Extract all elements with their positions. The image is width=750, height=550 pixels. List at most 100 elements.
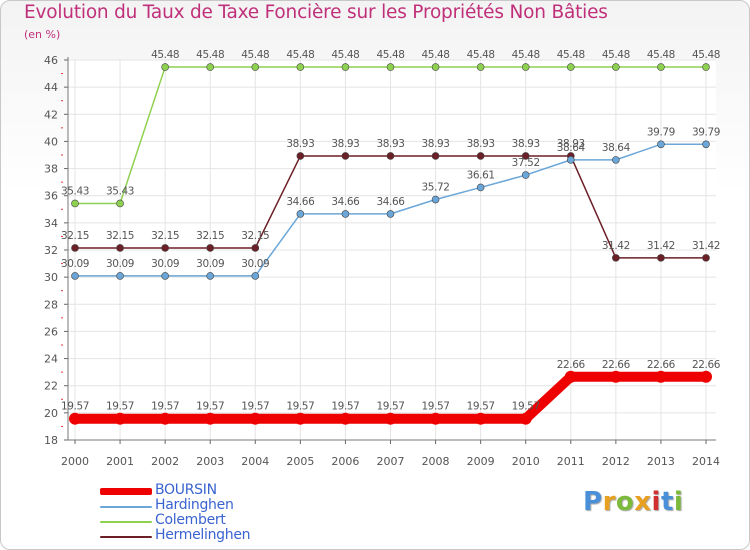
data-label-hardinghen: 34.66 xyxy=(331,196,360,208)
data-point-hermelinghen xyxy=(431,152,440,160)
data-point-hardinghen xyxy=(206,272,215,280)
data-point-boursin xyxy=(654,370,667,383)
proxiti-logo: Proxiti xyxy=(583,487,683,517)
data-point-hermelinghen xyxy=(206,244,215,252)
data-point-hardinghen xyxy=(476,183,485,192)
logo-letter: P xyxy=(583,487,603,517)
legend-swatch-colembert xyxy=(100,521,152,523)
data-label-colembert: 45.48 xyxy=(692,49,720,61)
x-tick-label: 2014 xyxy=(692,455,720,468)
y-tick-label: 40 xyxy=(44,135,58,148)
legend-label-hermelinghen: Hermelinghen xyxy=(155,527,251,543)
data-label-hardinghen: 38.64 xyxy=(557,142,586,154)
data-point-boursin xyxy=(114,412,127,425)
data-label-boursin: 19.57 xyxy=(331,401,359,413)
data-point-boursin xyxy=(519,412,532,425)
data-point-hardinghen xyxy=(657,140,665,149)
data-label-hermelinghen: 38.93 xyxy=(331,138,359,150)
data-label-boursin: 19.57 xyxy=(106,401,134,413)
data-point-hermelinghen xyxy=(116,244,124,252)
data-label-boursin: 19.57 xyxy=(467,401,495,413)
data-label-boursin: 19.57 xyxy=(61,401,89,413)
data-point-colembert xyxy=(521,63,530,71)
data-label-boursin: 22.66 xyxy=(647,359,676,371)
data-point-hardinghen xyxy=(161,272,169,280)
data-label-hermelinghen: 32.15 xyxy=(151,230,179,242)
data-label-hardinghen: 34.66 xyxy=(286,196,315,208)
y-tick-label: 28 xyxy=(44,298,58,311)
data-label-hardinghen: 30.09 xyxy=(106,258,134,270)
data-point-boursin xyxy=(700,370,712,383)
legend-swatch-hardinghen xyxy=(100,506,152,508)
y-tick-label: 24 xyxy=(44,353,58,366)
logo-letter: r xyxy=(602,487,616,517)
y-tick-label: 26 xyxy=(44,325,58,338)
data-label-hermelinghen: 32.15 xyxy=(241,230,269,242)
y-axis-unit-label: (en %) xyxy=(24,28,61,41)
data-label-hermelinghen: 38.93 xyxy=(467,138,495,150)
x-tick-label: 2000 xyxy=(61,455,89,468)
data-label-colembert: 45.48 xyxy=(151,49,179,61)
x-tick-label: 2009 xyxy=(467,455,495,468)
data-point-colembert xyxy=(161,63,169,71)
x-tick-label: 2008 xyxy=(422,455,450,468)
legend-label-colembert: Colembert xyxy=(155,512,226,528)
data-label-hardinghen: 38.64 xyxy=(602,142,631,154)
data-point-boursin xyxy=(204,412,217,425)
data-label-hermelinghen: 31.42 xyxy=(647,240,675,252)
data-point-boursin xyxy=(339,412,352,425)
y-tick-label: 42 xyxy=(44,108,58,121)
data-label-colembert: 45.48 xyxy=(331,49,359,61)
data-label-boursin: 19.57 xyxy=(286,401,314,413)
legend-swatch-hermelinghen xyxy=(100,536,152,538)
data-label-boursin: 22.66 xyxy=(602,359,631,371)
data-point-colembert xyxy=(341,63,350,71)
data-point-boursin xyxy=(609,370,622,383)
data-point-hardinghen xyxy=(702,140,710,149)
data-label-colembert: 45.48 xyxy=(557,49,585,61)
data-label-colembert: 45.48 xyxy=(467,49,495,61)
data-label-colembert: 35.43 xyxy=(106,185,134,197)
data-point-hardinghen xyxy=(521,171,530,179)
logo-letter: x xyxy=(634,487,652,517)
data-point-hermelinghen xyxy=(161,244,169,252)
x-tick-label: 2001 xyxy=(106,455,134,468)
data-label-colembert: 45.48 xyxy=(241,49,269,61)
data-point-boursin xyxy=(564,370,577,383)
data-point-colembert xyxy=(71,199,79,208)
data-label-colembert: 45.48 xyxy=(422,49,450,61)
data-point-hermelinghen xyxy=(612,254,620,262)
data-point-colembert xyxy=(206,63,215,71)
data-point-colembert xyxy=(116,199,124,208)
y-tick-label: 22 xyxy=(44,380,58,393)
data-label-hermelinghen: 32.15 xyxy=(106,230,134,242)
data-point-hermelinghen xyxy=(341,152,350,160)
data-label-boursin: 22.66 xyxy=(557,359,586,371)
data-label-hardinghen: 30.09 xyxy=(196,258,224,270)
data-label-hermelinghen: 38.93 xyxy=(422,138,450,150)
data-point-boursin xyxy=(69,412,81,425)
data-label-hermelinghen: 38.93 xyxy=(557,138,585,150)
legend-swatch-boursin xyxy=(100,488,152,495)
data-point-hardinghen xyxy=(296,210,305,218)
data-label-colembert: 45.48 xyxy=(512,49,540,61)
logo-letter: i xyxy=(673,487,684,517)
data-label-boursin: 19.57 xyxy=(376,401,404,413)
y-tick-label: 34 xyxy=(44,217,58,230)
data-point-colembert xyxy=(657,63,665,71)
data-label-hardinghen: 30.09 xyxy=(241,258,269,270)
legend-label-boursin: BOURSIN xyxy=(155,482,217,498)
data-label-hardinghen: 39.79 xyxy=(647,126,675,138)
data-label-boursin: 19.57 xyxy=(241,401,269,413)
x-tick-label: 2003 xyxy=(196,455,224,468)
data-point-hardinghen xyxy=(566,156,575,164)
x-tick-label: 2002 xyxy=(151,455,179,468)
x-tick-label: 2010 xyxy=(512,455,540,468)
data-label-colembert: 45.48 xyxy=(376,49,404,61)
data-point-hermelinghen xyxy=(521,152,530,160)
data-point-hardinghen xyxy=(431,195,440,204)
data-point-boursin xyxy=(429,412,442,425)
y-tick-label: 30 xyxy=(44,271,58,284)
x-tick-label: 2004 xyxy=(241,455,269,468)
